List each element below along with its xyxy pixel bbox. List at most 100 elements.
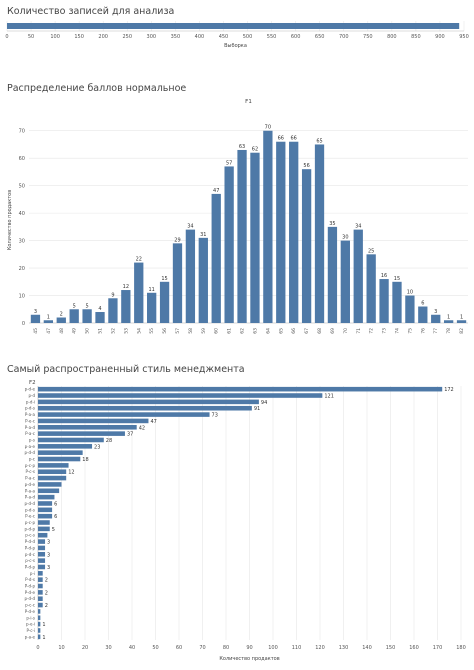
x-tick-label: 130 xyxy=(339,645,349,651)
y-tick-label: P-a-c xyxy=(25,431,35,436)
chart-subtitle: F1 xyxy=(245,99,252,105)
x-axis-title: Выборка xyxy=(224,43,247,49)
x-tick-label: 57 xyxy=(175,328,181,334)
x-tick-label: 49 xyxy=(72,328,78,334)
bar xyxy=(38,431,125,436)
y-tick-label: p-d-s xyxy=(25,406,35,411)
data-label: 6 xyxy=(54,501,57,507)
data-label: 5 xyxy=(73,303,76,309)
panel-title-records: Количество записей для анализа xyxy=(7,6,175,17)
bar xyxy=(38,463,69,468)
y-tick-label: P-c-i xyxy=(26,628,35,633)
x-tick-label: 40 xyxy=(129,645,135,651)
data-label: 16 xyxy=(381,273,387,279)
bar xyxy=(38,513,53,519)
y-tick-label: p-d-d xyxy=(24,450,35,455)
data-label: 91 xyxy=(254,406,260,412)
bar xyxy=(366,254,376,323)
data-label: 2 xyxy=(60,312,63,318)
bar xyxy=(121,290,131,323)
bar xyxy=(38,418,149,424)
x-tick-label: 48 xyxy=(59,328,65,334)
y-tick-label: p-c-c xyxy=(25,603,35,608)
data-label: 2 xyxy=(45,578,48,584)
data-label: 34 xyxy=(355,224,361,230)
data-label: 47 xyxy=(213,188,219,194)
bar xyxy=(108,298,118,323)
bar xyxy=(38,590,43,595)
x-tick-label: 60 xyxy=(214,328,220,334)
data-label: 3 xyxy=(47,552,50,558)
x-tick-label: 110 xyxy=(292,645,302,651)
data-label: 1 xyxy=(47,314,50,320)
x-tick-label: 60 xyxy=(176,645,182,651)
bar xyxy=(38,393,323,398)
data-label: 63 xyxy=(239,144,245,150)
data-label: 5 xyxy=(52,527,55,533)
x-tick-label: 64 xyxy=(265,328,271,334)
y-tick-label: p-c-p xyxy=(25,463,36,468)
x-tick-label: 450 xyxy=(219,34,229,40)
y-tick-label: 50 xyxy=(19,184,25,190)
data-label: 15 xyxy=(394,276,400,282)
x-tick-label: 68 xyxy=(317,328,323,334)
y-tick-label: p-i xyxy=(30,571,35,576)
bar xyxy=(56,317,66,323)
bar xyxy=(38,551,46,557)
x-tick-label: 0 xyxy=(36,645,39,651)
data-label: 2 xyxy=(45,603,48,609)
x-tick-label: 75 xyxy=(407,328,413,334)
data-label: 12 xyxy=(123,284,129,290)
bar xyxy=(289,141,299,323)
bar xyxy=(38,424,137,430)
data-label: 12 xyxy=(68,470,74,476)
y-tick-label: p-c-s xyxy=(25,558,35,563)
bar xyxy=(379,279,389,323)
y-tick-label: p-d-d xyxy=(24,596,35,601)
data-label: 3 xyxy=(434,309,437,315)
bar xyxy=(38,501,53,506)
bar xyxy=(38,571,43,576)
chart-subtitle: F2 xyxy=(29,380,36,386)
y-tick-label: P-d-s xyxy=(25,577,35,582)
bar xyxy=(392,281,402,323)
x-tick-label: 69 xyxy=(330,328,336,334)
x-tick-label: 52 xyxy=(110,328,116,334)
bar xyxy=(38,628,41,633)
x-tick-label: 47 xyxy=(46,328,52,334)
bar xyxy=(38,469,67,475)
x-tick-label: 62 xyxy=(240,328,246,334)
bar xyxy=(250,152,260,323)
data-label: 66 xyxy=(291,136,297,142)
bar xyxy=(38,456,81,462)
x-tick-label: 65 xyxy=(278,328,284,334)
bar xyxy=(38,602,43,608)
bar xyxy=(159,281,170,323)
y-tick-label: 20 xyxy=(19,266,25,272)
x-tick-label: 30 xyxy=(105,645,111,651)
bar xyxy=(38,545,46,551)
data-label: 35 xyxy=(329,221,335,227)
y-tick-label: 70 xyxy=(19,129,25,135)
bar xyxy=(38,532,48,538)
bar xyxy=(237,149,247,323)
bar xyxy=(38,577,43,582)
x-tick-label: 50 xyxy=(28,34,34,40)
x-tick-label: 77 xyxy=(433,328,439,334)
bar xyxy=(38,399,259,405)
y-tick-label: P-d-p xyxy=(25,545,36,550)
bar xyxy=(38,405,252,411)
x-tick-label: 950 xyxy=(459,34,469,40)
x-tick-label: 73 xyxy=(382,328,388,334)
y-tick-label: P-a-a xyxy=(25,412,36,417)
x-tick-label: 67 xyxy=(304,328,310,334)
x-tick-label: 100 xyxy=(268,645,278,651)
x-tick-label: 170 xyxy=(433,645,443,651)
y-tick-label: P-d-p xyxy=(25,564,36,569)
x-tick-label: 50 xyxy=(152,645,158,651)
bar xyxy=(38,412,210,417)
bar xyxy=(314,144,325,323)
y-tick-label: 10 xyxy=(19,294,25,300)
data-label: 56 xyxy=(303,163,309,169)
y-tick-label: p-d-e xyxy=(25,387,36,392)
